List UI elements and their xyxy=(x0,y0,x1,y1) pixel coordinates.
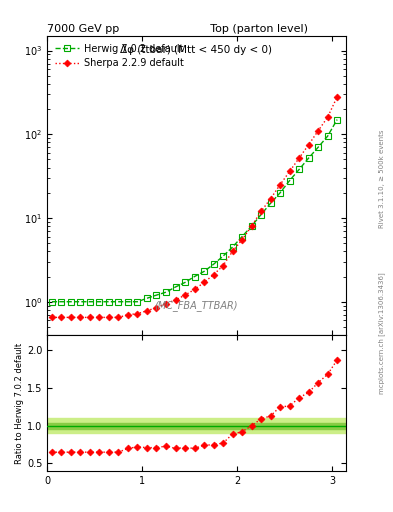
Herwig 7.0.2 default xyxy=(154,292,159,298)
Herwig 7.0.2 default xyxy=(335,117,340,123)
Sherpa 2.2.9 default xyxy=(145,308,149,314)
Sherpa 2.2.9 default xyxy=(316,128,320,134)
Sherpa 2.2.9 default xyxy=(68,314,73,321)
Sherpa 2.2.9 default xyxy=(297,155,301,161)
Text: 7000 GeV pp                          Top (parton level): 7000 GeV pp Top (parton level) xyxy=(47,24,308,34)
Text: mcplots.cern.ch [arXiv:1306.3436]: mcplots.cern.ch [arXiv:1306.3436] xyxy=(378,272,385,394)
Herwig 7.0.2 default xyxy=(230,244,235,250)
Herwig 7.0.2 default xyxy=(107,298,111,305)
Sherpa 2.2.9 default xyxy=(59,314,64,321)
Sherpa 2.2.9 default xyxy=(259,208,263,215)
Sherpa 2.2.9 default xyxy=(221,263,226,269)
Herwig 7.0.2 default xyxy=(116,298,121,305)
Sherpa 2.2.9 default xyxy=(268,196,273,202)
Sherpa 2.2.9 default xyxy=(50,314,54,321)
Herwig 7.0.2 default xyxy=(202,268,206,274)
Text: (MC_FBA_TTBAR): (MC_FBA_TTBAR) xyxy=(155,300,238,311)
Sherpa 2.2.9 default xyxy=(335,94,340,100)
Sherpa 2.2.9 default xyxy=(97,314,102,321)
Herwig 7.0.2 default xyxy=(268,200,273,206)
Herwig 7.0.2 default xyxy=(240,233,244,240)
Herwig 7.0.2 default xyxy=(78,298,83,305)
Sherpa 2.2.9 default xyxy=(183,292,187,298)
Sherpa 2.2.9 default xyxy=(126,312,130,318)
Line: Herwig 7.0.2 default: Herwig 7.0.2 default xyxy=(49,117,340,305)
Sherpa 2.2.9 default xyxy=(249,223,254,229)
Line: Sherpa 2.2.9 default: Sherpa 2.2.9 default xyxy=(50,94,340,320)
Herwig 7.0.2 default xyxy=(163,289,168,295)
Herwig 7.0.2 default xyxy=(97,298,102,305)
Sherpa 2.2.9 default xyxy=(154,305,159,311)
Herwig 7.0.2 default xyxy=(325,133,330,139)
Herwig 7.0.2 default xyxy=(192,273,197,280)
Herwig 7.0.2 default xyxy=(145,295,149,302)
Sherpa 2.2.9 default xyxy=(135,311,140,317)
Sherpa 2.2.9 default xyxy=(240,237,244,243)
Herwig 7.0.2 default xyxy=(278,190,283,196)
Herwig 7.0.2 default xyxy=(135,298,140,305)
Legend: Herwig 7.0.2 default, Sherpa 2.2.9 default: Herwig 7.0.2 default, Sherpa 2.2.9 defau… xyxy=(52,40,187,71)
Sherpa 2.2.9 default xyxy=(230,248,235,254)
Sherpa 2.2.9 default xyxy=(287,168,292,175)
Herwig 7.0.2 default xyxy=(173,284,178,290)
Sherpa 2.2.9 default xyxy=(278,182,283,188)
Herwig 7.0.2 default xyxy=(126,298,130,305)
Text: Rivet 3.1.10, ≥ 500k events: Rivet 3.1.10, ≥ 500k events xyxy=(379,130,385,228)
Herwig 7.0.2 default xyxy=(50,298,54,305)
Sherpa 2.2.9 default xyxy=(202,280,206,286)
Y-axis label: Ratio to Herwig 7.0.2 default: Ratio to Herwig 7.0.2 default xyxy=(15,343,24,463)
Sherpa 2.2.9 default xyxy=(192,286,197,292)
Text: Δφ (t̅tbar) (Mtt < 450 dy < 0): Δφ (t̅tbar) (Mtt < 450 dy < 0) xyxy=(121,45,272,55)
Herwig 7.0.2 default xyxy=(68,298,73,305)
Herwig 7.0.2 default xyxy=(287,178,292,184)
Herwig 7.0.2 default xyxy=(88,298,92,305)
Sherpa 2.2.9 default xyxy=(325,114,330,120)
Herwig 7.0.2 default xyxy=(306,155,311,161)
Sherpa 2.2.9 default xyxy=(107,314,111,321)
Herwig 7.0.2 default xyxy=(59,298,64,305)
Herwig 7.0.2 default xyxy=(211,261,216,267)
Sherpa 2.2.9 default xyxy=(306,142,311,148)
Herwig 7.0.2 default xyxy=(297,166,301,173)
Herwig 7.0.2 default xyxy=(249,223,254,229)
Herwig 7.0.2 default xyxy=(316,144,320,151)
Sherpa 2.2.9 default xyxy=(78,314,83,321)
Sherpa 2.2.9 default xyxy=(116,314,121,321)
Herwig 7.0.2 default xyxy=(221,253,226,259)
Herwig 7.0.2 default xyxy=(183,280,187,286)
Sherpa 2.2.9 default xyxy=(211,272,216,278)
Sherpa 2.2.9 default xyxy=(163,301,168,307)
Herwig 7.0.2 default xyxy=(259,211,263,218)
Sherpa 2.2.9 default xyxy=(173,297,178,303)
Sherpa 2.2.9 default xyxy=(88,314,92,321)
